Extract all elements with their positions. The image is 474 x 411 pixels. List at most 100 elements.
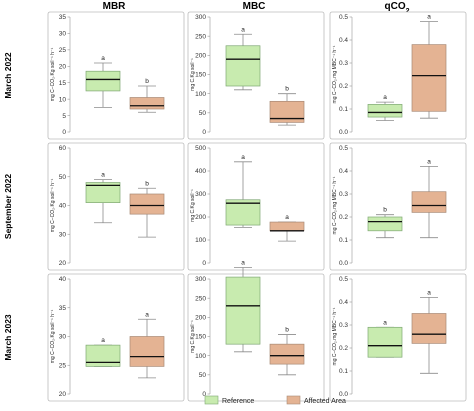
legend-item-reference: Reference <box>204 395 254 405</box>
box-iqr <box>411 313 447 344</box>
y-tick-label: 60 <box>59 145 67 152</box>
y-tick-label: 100 <box>195 91 206 98</box>
y-axis-label: mg C−CO₂.mg MBC⁻¹ h⁻¹ <box>332 176 338 234</box>
box-reference: a <box>85 337 121 367</box>
significance-letter: b <box>145 78 149 85</box>
panel-mar22-mbr: 0 5 10 15 20 25 30 35 mg C−CO₂.Kg soil⁻¹ h⁻¹ a b <box>47 11 185 140</box>
legend-label: Affected Area <box>304 398 346 405</box>
y-tick-label: 0.2 <box>339 345 348 352</box>
y-tick-label: 20 <box>59 260 67 267</box>
legend-swatch <box>204 395 219 405</box>
legend-label: Reference <box>222 398 254 405</box>
significance-letter: a <box>383 94 387 101</box>
y-tick-label: 25 <box>59 362 67 369</box>
column-title-text: MBC <box>243 1 266 12</box>
y-tick-label: 20 <box>59 391 67 398</box>
y-tick-label: 0.4 <box>339 168 348 175</box>
y-axis-label: mg C−CO₂.Kg soil⁻¹ h⁻¹ <box>50 178 56 232</box>
box-affected-area: b <box>269 86 305 126</box>
panel-mar23-qco2: 0.0 0.1 0.2 0.3 0.4 0.5 mg C−CO₂.mg MBC⁻¹ h⁻¹ a… <box>329 273 467 402</box>
panel-mar23-mbr: 20 25 30 35 40 mg C−CO₂.Kg soil⁻¹ h⁻¹ a a <box>47 273 185 402</box>
y-tick-label: 0.1 <box>339 368 348 375</box>
y-tick-label: 20 <box>59 63 67 70</box>
y-tick-label: 200 <box>195 53 206 60</box>
y-tick-label: 15 <box>59 80 67 87</box>
box-reference: a <box>85 55 121 108</box>
significance-letter: a <box>101 337 105 344</box>
box-affected-area: a <box>411 158 447 239</box>
panel-frame <box>47 142 185 271</box>
box-iqr <box>367 216 403 232</box>
y-tick-label: 5 <box>62 113 66 120</box>
box-iqr <box>269 100 305 123</box>
y-tick-label: 0 <box>202 391 206 398</box>
significance-letter: a <box>427 158 431 165</box>
box-iqr <box>129 97 165 110</box>
y-tick-label: 250 <box>195 33 206 40</box>
significance-letter: a <box>145 311 149 318</box>
y-tick-label: 0.3 <box>339 191 348 198</box>
significance-letter: a <box>383 319 387 326</box>
y-tick-label: 0.4 <box>339 299 348 306</box>
legend: Reference Affected Area <box>204 395 346 405</box>
panel-sep22-mbr: 20 30 40 50 60 mg C−CO₂.Kg soil⁻¹ h⁻¹ a b <box>47 142 185 271</box>
column-title-mbr: MBR <box>103 1 127 12</box>
box-iqr <box>85 182 121 203</box>
figure-headers: MBR MBC qCO2 March 2022 September 2022 March … <box>3 1 410 361</box>
y-tick-label: 150 <box>195 334 206 341</box>
panel-mar23-mbc: 0 50 100 150 200 250 300 mg C.Kg soil⁻¹ a b <box>187 260 325 402</box>
box-affected-area: b <box>269 327 305 376</box>
box-iqr <box>269 343 305 365</box>
y-tick-label: 0.5 <box>339 14 348 21</box>
box-reference: a <box>225 154 261 228</box>
column-title-text: MBR <box>103 1 127 12</box>
y-tick-label: 0.2 <box>339 83 348 90</box>
y-axis-label: mg C−CO₂.mg MBC⁻¹ h⁻¹ <box>332 307 338 365</box>
y-tick-label: 0.2 <box>339 214 348 221</box>
y-tick-label: 0.1 <box>339 237 348 244</box>
box-iqr <box>225 199 261 226</box>
box-affected-area: b <box>129 78 165 113</box>
y-tick-label: 50 <box>199 110 207 117</box>
y-tick-label: 300 <box>195 276 206 283</box>
significance-letter: b <box>285 327 289 334</box>
column-title-qco2: qCO2 <box>384 1 409 15</box>
box-iqr <box>269 221 305 232</box>
box-iqr <box>129 336 165 367</box>
y-tick-label: 0.0 <box>339 391 348 398</box>
panel-sep22-qco2: 0.0 0.1 0.2 0.3 0.4 0.5 mg C−CO₂.mg MBC⁻¹ h⁻¹ b… <box>329 142 467 271</box>
y-axis-label: mg C−CO₂.Kg soil⁻¹ h⁻¹ <box>50 309 56 363</box>
y-tick-label: 35 <box>59 14 67 21</box>
y-tick-label: 50 <box>59 174 67 181</box>
box-reference: a <box>225 260 261 353</box>
y-tick-label: 30 <box>59 334 67 341</box>
y-tick-label: 0.4 <box>339 37 348 44</box>
box-reference: a <box>367 94 403 121</box>
y-tick-label: 300 <box>195 14 206 21</box>
significance-letter: b <box>285 86 289 93</box>
significance-letter: b <box>383 207 387 214</box>
box-iqr <box>85 344 121 367</box>
y-tick-label: 500 <box>195 145 206 152</box>
column-title-text: qCO <box>384 1 405 12</box>
y-tick-label: 200 <box>195 315 206 322</box>
panel-mar22-mbc: 0 50 100 150 200 250 300 mg C.Kg soil⁻¹ a b <box>187 11 325 140</box>
column-title-mbc: MBC <box>243 1 266 12</box>
y-tick-label: 50 <box>199 372 207 379</box>
y-tick-label: 0.3 <box>339 322 348 329</box>
y-tick-label: 100 <box>195 353 206 360</box>
box-iqr <box>225 45 261 87</box>
significance-letter: b <box>145 180 149 187</box>
box-iqr <box>367 326 403 358</box>
y-tick-label: 150 <box>195 72 206 79</box>
y-tick-label: 40 <box>59 203 67 210</box>
panel-mar22-qco2: 0.0 0.1 0.2 0.3 0.4 0.5 mg C−CO₂.mg MBC⁻¹ h⁻¹ a… <box>329 11 467 140</box>
y-tick-label: 35 <box>59 305 67 312</box>
box-affected-area: a <box>129 311 165 379</box>
significance-letter: a <box>427 14 431 21</box>
row-title-mar22: March 2022 <box>3 52 13 99</box>
y-tick-label: 30 <box>59 231 67 238</box>
y-tick-label: 30 <box>59 31 67 38</box>
